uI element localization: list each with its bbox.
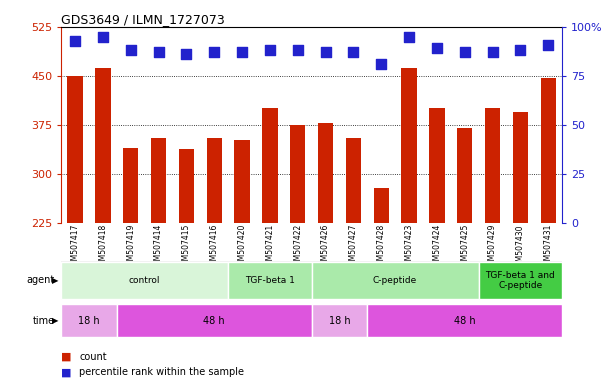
Bar: [95, 68, 111, 369]
Point: [376, 61, 386, 67]
Point: [210, 49, 219, 55]
Bar: [61, 304, 117, 337]
Point: [98, 34, 108, 40]
Bar: [262, 109, 277, 369]
Text: C-peptide: C-peptide: [373, 276, 417, 285]
Text: ■: ■: [61, 367, 71, 377]
Bar: [513, 112, 528, 369]
Bar: [346, 138, 361, 369]
Point: [348, 49, 358, 55]
Bar: [61, 262, 228, 299]
Point: [321, 49, 331, 55]
Bar: [178, 149, 194, 369]
Text: 48 h: 48 h: [203, 316, 225, 326]
Text: 18 h: 18 h: [78, 316, 100, 326]
Text: 18 h: 18 h: [329, 316, 350, 326]
Point: [488, 49, 497, 55]
Bar: [367, 304, 562, 337]
Point: [126, 47, 136, 53]
Text: TGF-beta 1 and
C-peptide: TGF-beta 1 and C-peptide: [486, 271, 555, 290]
Text: TGF-beta 1: TGF-beta 1: [245, 276, 295, 285]
Bar: [457, 128, 472, 369]
Text: ■: ■: [61, 352, 71, 362]
Point: [237, 49, 247, 55]
Bar: [235, 140, 250, 369]
Text: time: time: [33, 316, 55, 326]
Bar: [207, 138, 222, 369]
Bar: [429, 109, 445, 369]
Point: [543, 41, 553, 48]
Point: [293, 47, 302, 53]
Bar: [401, 68, 417, 369]
Text: GDS3649 / ILMN_1727073: GDS3649 / ILMN_1727073: [61, 13, 225, 26]
Text: ▶: ▶: [51, 276, 58, 285]
Text: control: control: [129, 276, 160, 285]
Bar: [541, 78, 556, 369]
Point: [516, 47, 525, 53]
Text: percentile rank within the sample: percentile rank within the sample: [79, 367, 244, 377]
Bar: [312, 304, 367, 337]
Text: agent: agent: [27, 275, 55, 285]
Bar: [151, 138, 166, 369]
Point: [70, 38, 80, 44]
Bar: [290, 125, 306, 369]
Bar: [373, 188, 389, 369]
Point: [404, 34, 414, 40]
Point: [265, 47, 275, 53]
Bar: [485, 109, 500, 369]
Text: 48 h: 48 h: [454, 316, 475, 326]
Bar: [117, 304, 312, 337]
Bar: [318, 123, 333, 369]
Bar: [478, 262, 562, 299]
Point: [460, 49, 470, 55]
Text: ▶: ▶: [51, 316, 58, 325]
Bar: [312, 262, 478, 299]
Point: [432, 45, 442, 51]
Text: count: count: [79, 352, 107, 362]
Point: [153, 49, 163, 55]
Bar: [123, 147, 138, 369]
Bar: [67, 76, 82, 369]
Point: [181, 51, 191, 57]
Bar: [228, 262, 312, 299]
